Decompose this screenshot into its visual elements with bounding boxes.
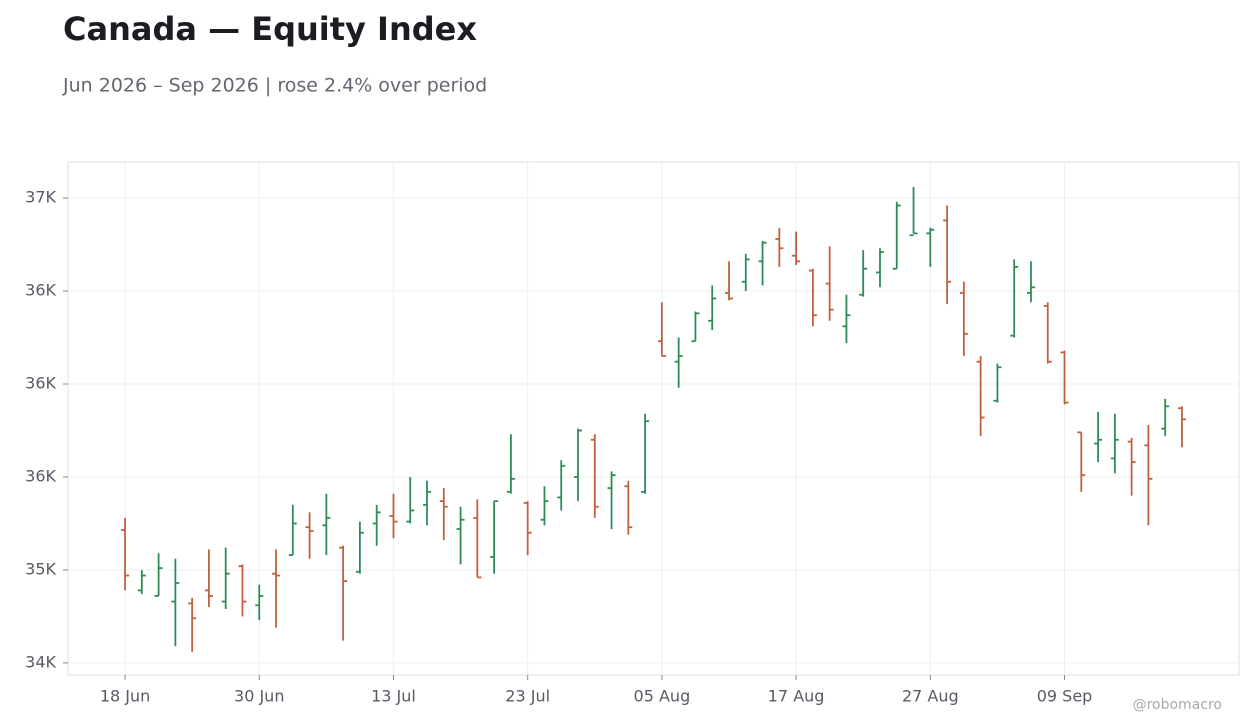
y-tick-label: 35K <box>25 559 56 578</box>
y-tick-label: 36K <box>25 374 56 393</box>
y-tick-label: 34K <box>25 652 56 671</box>
x-tick-label: 27 Aug <box>902 687 959 706</box>
chart-subtitle: Jun 2026 – Sep 2026 | rose 2.4% over per… <box>62 75 487 97</box>
x-tick-label: 30 Jun <box>234 687 284 706</box>
x-tick-label: 23 Jul <box>505 687 550 706</box>
x-tick-label: 05 Aug <box>634 687 691 706</box>
y-tick-label: 36K <box>25 466 56 485</box>
x-tick-label: 13 Jul <box>371 687 416 706</box>
y-tick-label: 36K <box>25 281 56 300</box>
plot-frame <box>67 161 1240 676</box>
y-tick-label: 37K <box>25 188 56 207</box>
x-tick-label: 17 Aug <box>768 687 825 706</box>
x-tick-label: 18 Jun <box>100 687 150 706</box>
chart-title: Canada — Equity Index <box>63 10 477 48</box>
x-tick-label: 09 Sep <box>1037 687 1093 706</box>
credit: @robomacro <box>1133 697 1222 713</box>
